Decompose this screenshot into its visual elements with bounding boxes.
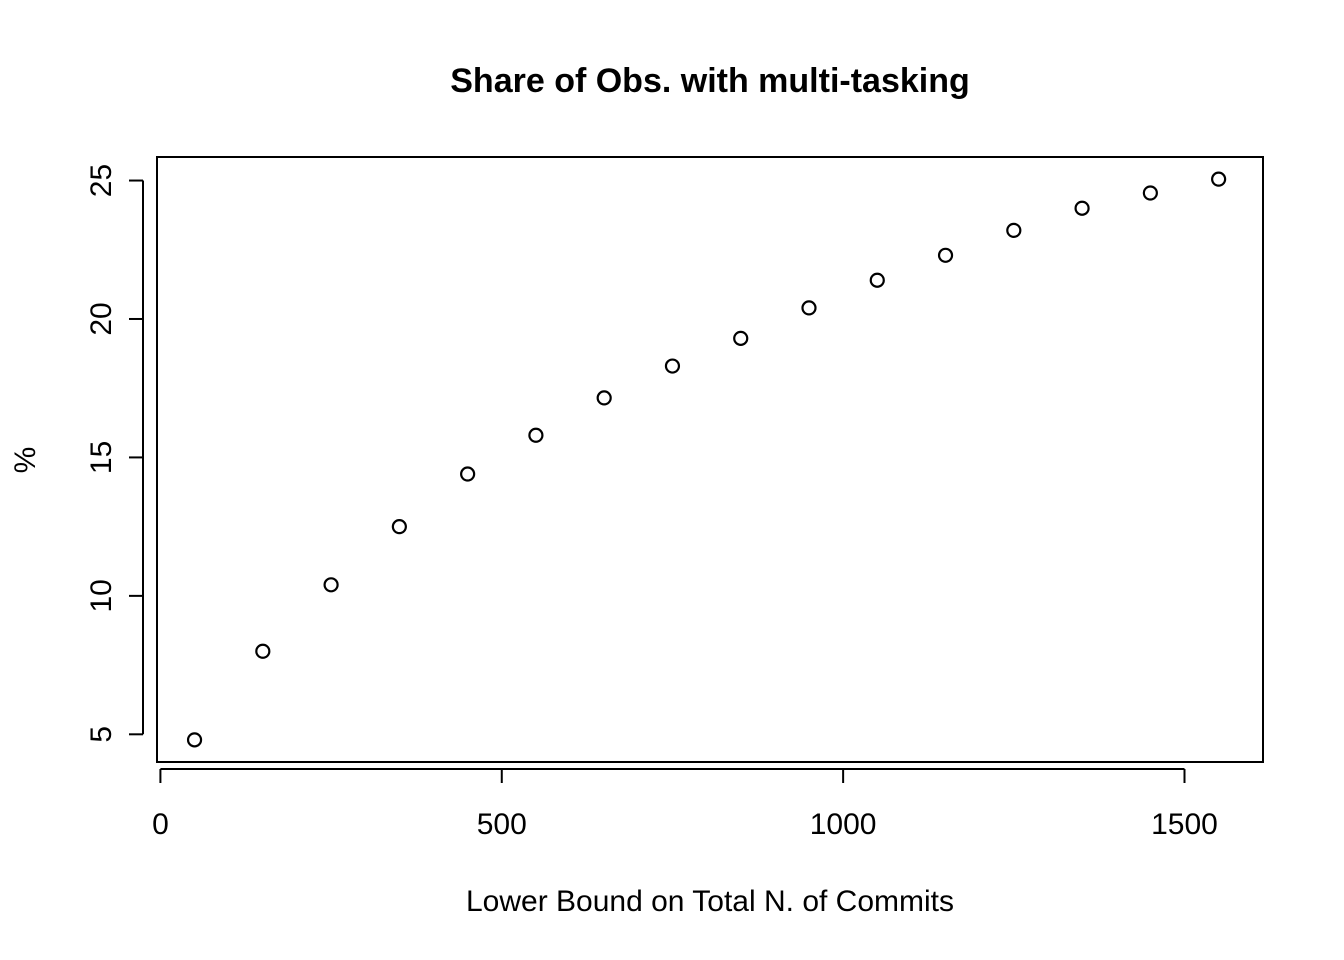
y-axis: 5 10 15 20 25: [85, 164, 144, 743]
x-tick-label: 0: [152, 808, 169, 841]
chart-title: Share of Obs. with multi-tasking: [450, 62, 970, 100]
data-point: [1211, 171, 1227, 187]
data-point: [528, 427, 544, 443]
data-point: [733, 330, 749, 346]
data-point: [664, 358, 681, 374]
y-tick-label: 15: [85, 441, 118, 474]
data-point: [1074, 200, 1090, 216]
x-tick-label: 500: [477, 808, 527, 841]
data-point: [937, 247, 954, 263]
data-point: [391, 519, 407, 535]
data-points: [186, 171, 1227, 748]
data-point: [1006, 222, 1022, 238]
data-point: [1142, 185, 1158, 201]
x-axis: 0 500 1000 1500: [152, 768, 1218, 841]
data-point: [323, 577, 339, 593]
y-tick-label: 20: [85, 302, 118, 335]
y-axis-label: %: [9, 447, 42, 474]
data-point: [869, 272, 885, 288]
data-point: [801, 300, 817, 316]
x-tick-label: 1000: [810, 808, 877, 841]
data-point: [255, 643, 271, 659]
data-point: [596, 390, 612, 406]
plot-frame: [156, 156, 1264, 763]
data-point: [460, 466, 476, 482]
data-point: [186, 732, 203, 748]
y-tick-label: 5: [85, 726, 118, 743]
y-tick-label: 10: [85, 579, 118, 612]
x-tick-label: 1500: [1151, 808, 1218, 841]
x-axis-label: Lower Bound on Total N. of Commits: [466, 885, 954, 918]
y-tick-label: 25: [85, 164, 118, 197]
